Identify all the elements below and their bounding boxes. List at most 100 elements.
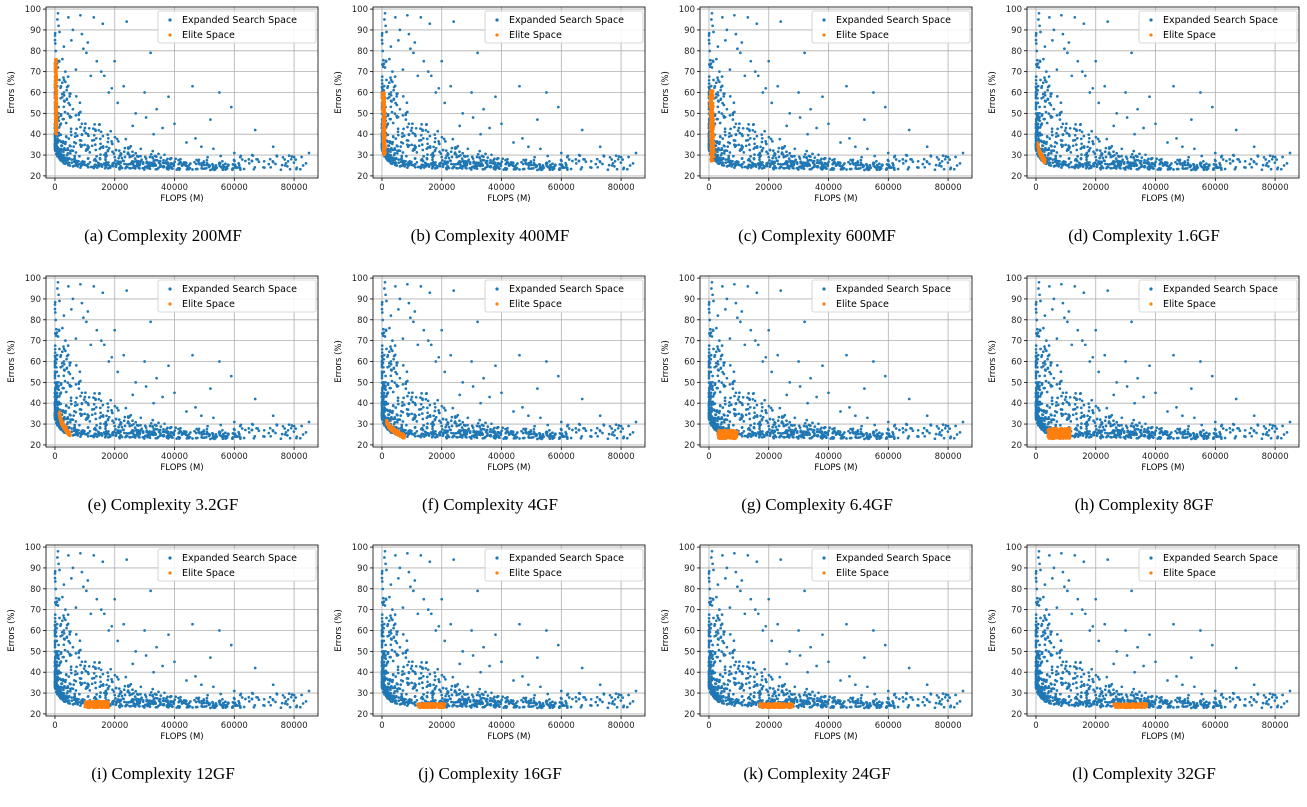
expanded-point [68, 92, 72, 96]
expanded-point [413, 41, 417, 44]
y-tick-label: 30 [357, 151, 368, 161]
expanded-point [286, 165, 289, 168]
expanded-point [397, 158, 401, 161]
expanded-point [481, 164, 485, 167]
expanded-point [75, 127, 78, 131]
expanded-point [93, 412, 97, 415]
expanded-point [1210, 105, 1214, 109]
expanded-point [437, 86, 441, 90]
expanded-point [125, 431, 128, 435]
expanded-point [1153, 162, 1156, 166]
expanded-point [741, 134, 744, 138]
expanded-point [1213, 151, 1217, 155]
expanded-point [1063, 129, 1067, 132]
expanded-point [458, 150, 461, 154]
expanded-point [388, 156, 392, 159]
expanded-point [726, 157, 730, 161]
expanded-point [1104, 146, 1108, 150]
expanded-point [92, 402, 96, 406]
expanded-point [391, 148, 395, 152]
expanded-point [1070, 74, 1074, 78]
expanded-point [405, 101, 409, 105]
expanded-point [788, 151, 792, 155]
expanded-point [433, 140, 437, 144]
expanded-point [1034, 107, 1038, 111]
expanded-point [1055, 95, 1059, 98]
expanded-point [1063, 162, 1066, 166]
x-tick-label: 80000 [935, 183, 962, 193]
expanded-point [93, 143, 97, 146]
expanded-point [498, 167, 501, 170]
expanded-point [129, 166, 132, 170]
expanded-point [1063, 47, 1066, 51]
expanded-point [1091, 86, 1095, 90]
y-tick-label: 30 [684, 151, 695, 161]
y-tick-label: 50 [1011, 109, 1022, 119]
elite-point [1036, 141, 1040, 145]
expanded-point [925, 159, 929, 163]
expanded-point [380, 34, 384, 37]
expanded-point [95, 59, 99, 63]
expanded-point [111, 419, 114, 423]
expanded-point [60, 144, 63, 147]
expanded-point [1037, 11, 1041, 15]
expanded-point [389, 153, 393, 157]
expanded-point [737, 143, 741, 147]
expanded-point [854, 164, 858, 167]
expanded-point [806, 159, 810, 163]
expanded-point [866, 147, 869, 151]
expanded-point [876, 165, 880, 169]
expanded-point [894, 158, 898, 161]
expanded-point [382, 84, 386, 88]
expanded-point [499, 162, 502, 166]
expanded-point [708, 58, 712, 62]
expanded-point [113, 424, 117, 428]
expanded-point [746, 133, 750, 137]
expanded-point [1146, 159, 1149, 162]
expanded-point [1074, 143, 1078, 146]
expanded-point [68, 151, 72, 155]
expanded-point [70, 161, 74, 165]
expanded-point [184, 161, 188, 165]
expanded-point [80, 32, 84, 36]
expanded-point [396, 130, 400, 134]
expanded-point [67, 406, 71, 409]
expanded-point [68, 144, 72, 147]
expanded-point [393, 152, 397, 155]
expanded-point [106, 405, 110, 409]
expanded-point [85, 320, 88, 324]
expanded-point [707, 38, 711, 42]
expanded-point [821, 95, 824, 99]
expanded-point [247, 162, 251, 165]
expanded-point [60, 92, 64, 96]
expanded-point [760, 140, 764, 144]
expanded-point [178, 436, 182, 439]
expanded-point [816, 158, 819, 162]
expanded-point [387, 144, 390, 147]
elite-point [711, 119, 715, 122]
elite-point [709, 121, 713, 125]
x-axis-label: FLOPS (M) [160, 463, 203, 473]
expanded-point [1038, 111, 1041, 115]
expanded-point [776, 84, 780, 88]
expanded-point [714, 81, 718, 85]
expanded-point [716, 93, 720, 97]
expanded-point [1163, 160, 1167, 164]
expanded-point [62, 153, 66, 157]
expanded-point [143, 360, 146, 363]
expanded-point [70, 149, 74, 152]
expanded-point [1096, 163, 1099, 167]
expanded-point [152, 159, 156, 163]
expanded-point [1170, 162, 1173, 165]
expanded-point [454, 153, 458, 156]
expanded-point [1055, 151, 1059, 154]
legend-marker-elite [168, 33, 172, 37]
expanded-point [92, 407, 96, 411]
expanded-point [755, 145, 759, 148]
expanded-point [134, 112, 138, 115]
expanded-point [886, 158, 890, 162]
expanded-point [1043, 91, 1047, 94]
expanded-point [420, 123, 423, 126]
expanded-point [99, 70, 103, 73]
expanded-point [68, 372, 72, 376]
